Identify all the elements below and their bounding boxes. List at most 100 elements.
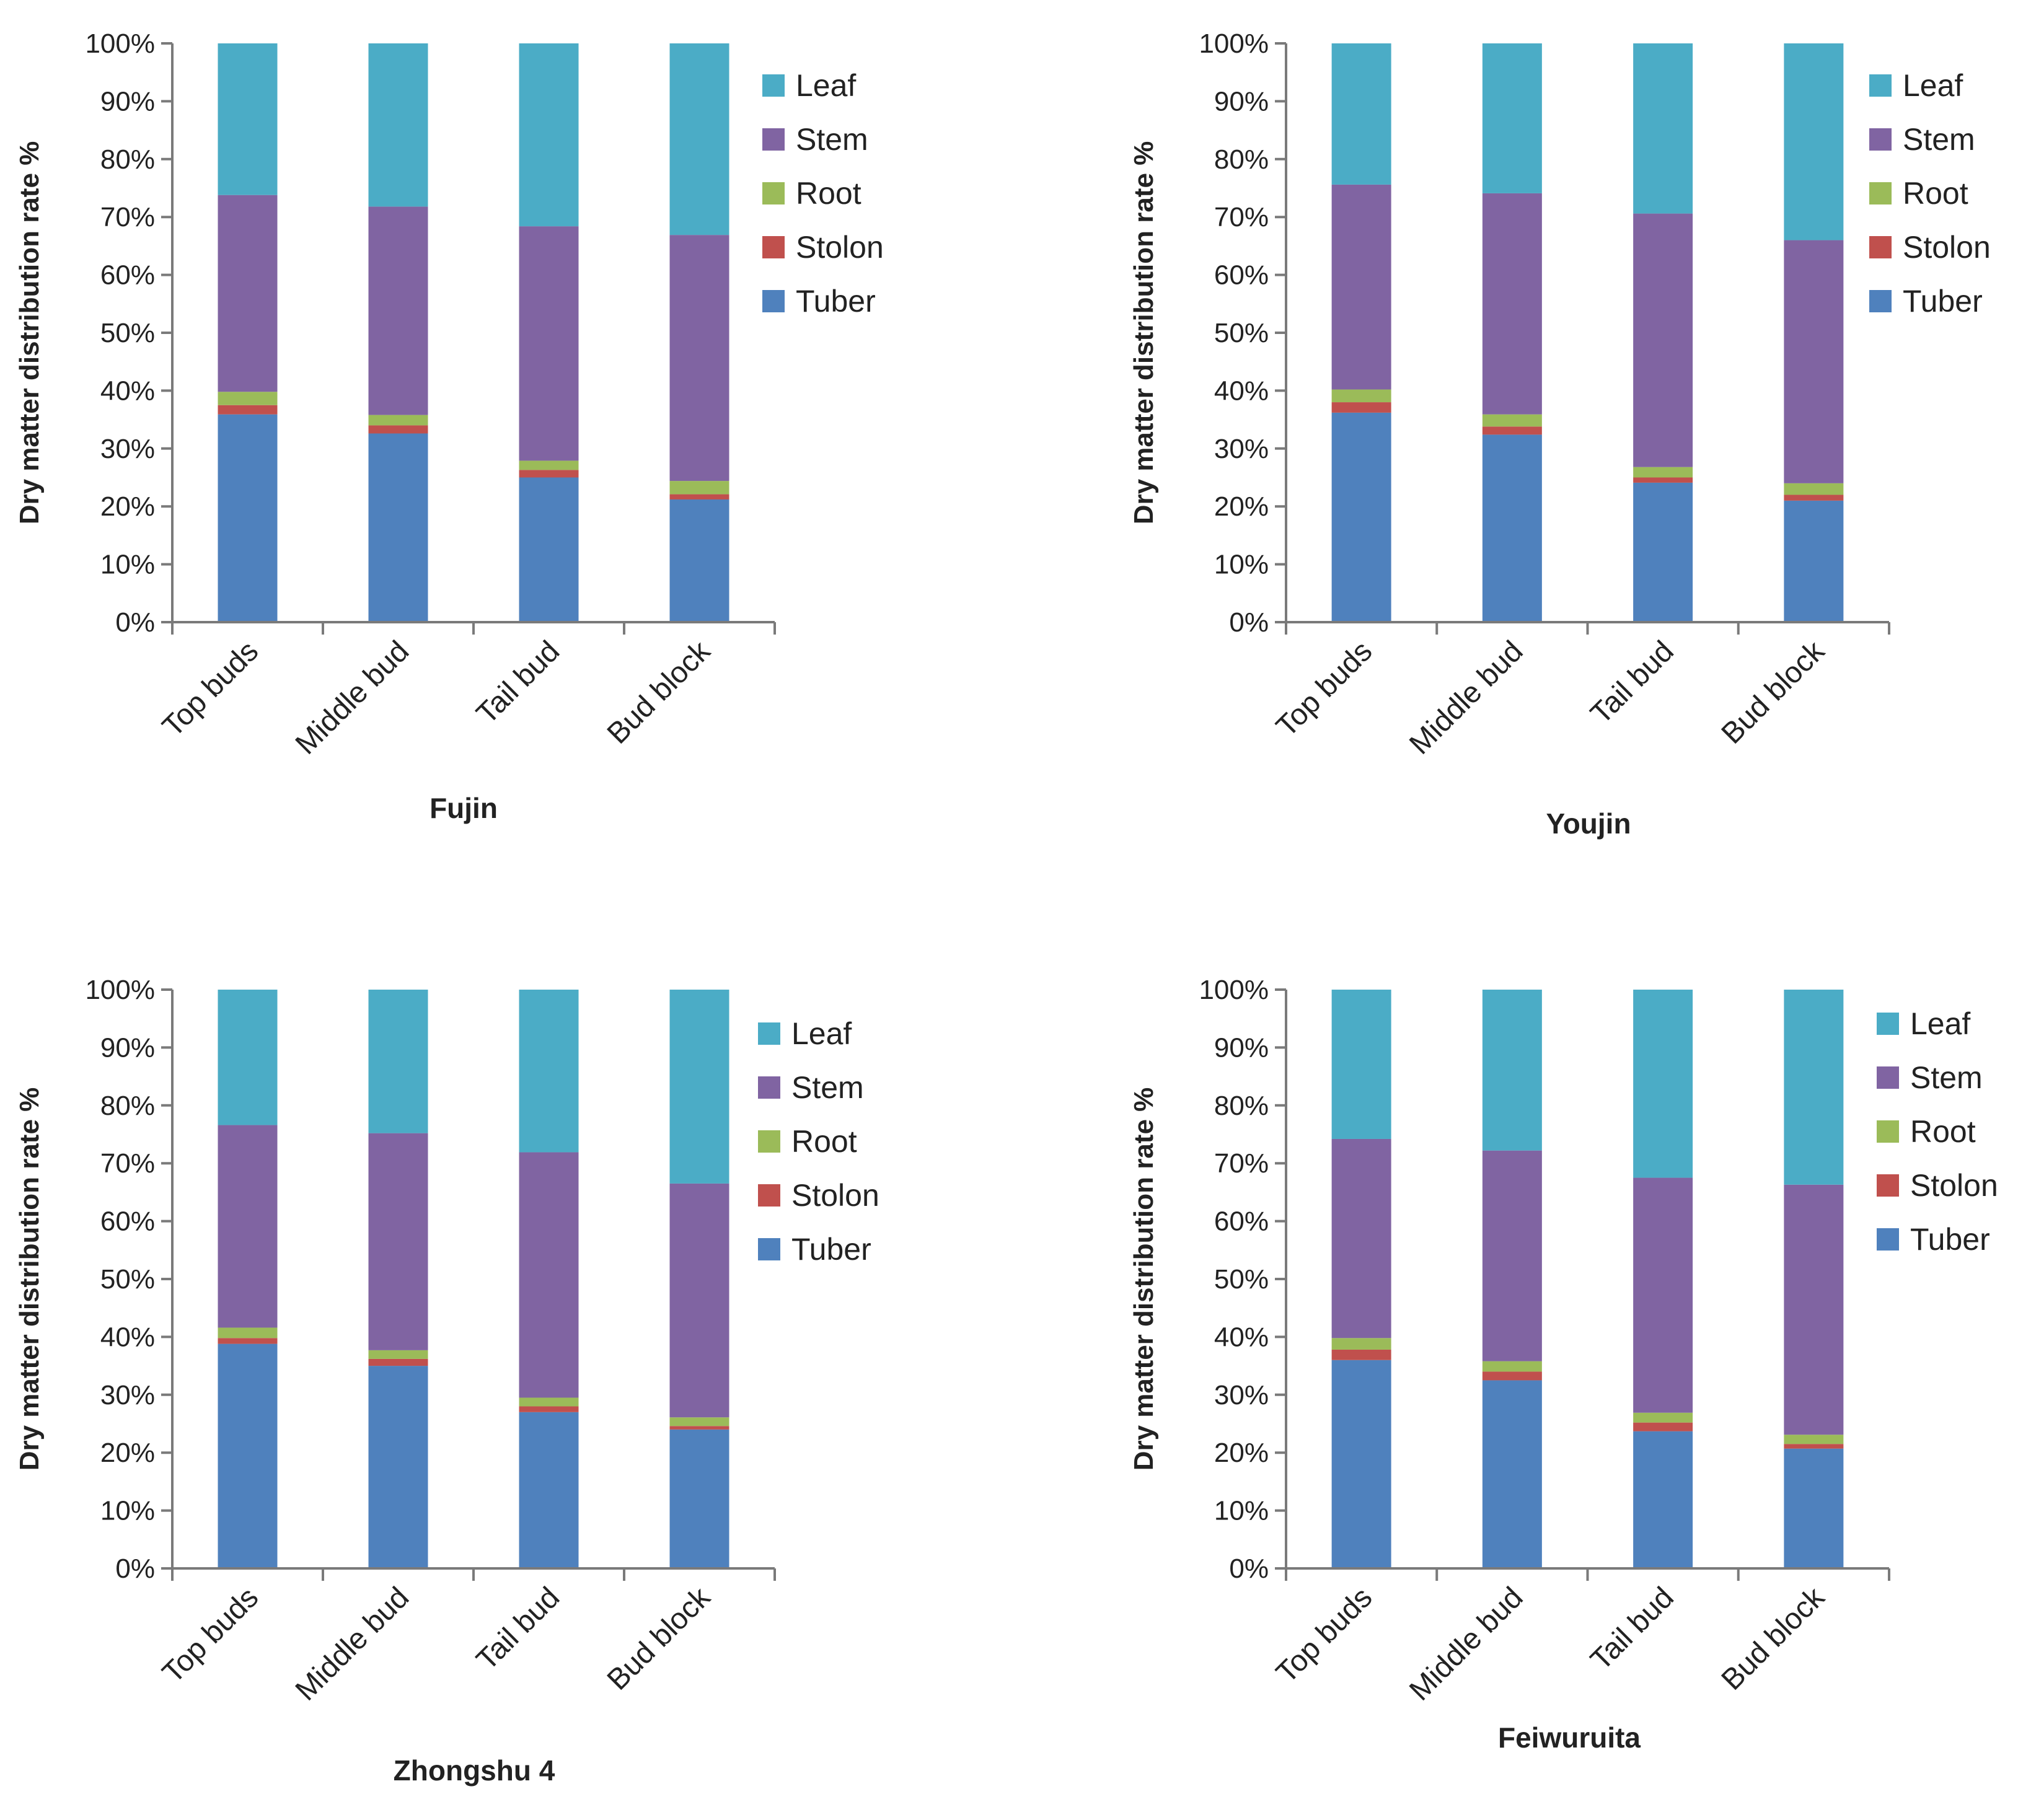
legend-swatch-tuber <box>1869 290 1892 312</box>
bar-tuber-tail-bud <box>519 477 579 622</box>
bar-stem-bud-block <box>1784 1184 1844 1435</box>
bar-stem-tail-bud <box>1633 213 1693 467</box>
x-category-label: Tail bud <box>470 635 566 730</box>
y-tick-label: 90% <box>100 86 155 116</box>
bar-stem-middle-bud <box>368 1133 428 1350</box>
legend-swatch-stem <box>1877 1066 1899 1089</box>
legend-label-root: Root <box>796 176 861 211</box>
legend-label-leaf: Leaf <box>1910 1006 1970 1041</box>
bar-tuber-tail-bud <box>1633 1431 1693 1568</box>
bar-stolon-middle-bud <box>368 1358 428 1366</box>
legend-swatch-leaf <box>1869 74 1892 97</box>
bar-tuber-top-buds <box>218 414 278 622</box>
y-axis-title: Dry matter distribution rate % <box>14 141 45 525</box>
legend-swatch-stem <box>758 1076 780 1099</box>
bar-stolon-bud-block <box>669 494 729 499</box>
bar-root-middle-bud <box>1482 1361 1542 1372</box>
bar-leaf-bud-block <box>1784 43 1844 240</box>
bar-stem-top-buds <box>218 1125 278 1328</box>
legend-swatch-stolon <box>758 1184 780 1207</box>
bar-stem-middle-bud <box>1482 1150 1542 1361</box>
y-tick-label: 0% <box>1229 1554 1269 1584</box>
y-tick-label: 0% <box>115 607 155 638</box>
bar-leaf-top-buds <box>218 43 278 195</box>
bar-stolon-bud-block <box>669 1426 729 1430</box>
x-category-label: Top buds <box>1270 635 1378 743</box>
y-tick-label: 100% <box>1199 975 1269 1005</box>
y-axis-title: Dry matter distribution rate % <box>14 1088 45 1471</box>
y-tick-label: 30% <box>100 434 155 464</box>
y-axis-title: Dry matter distribution rate % <box>1129 141 1159 525</box>
bar-tuber-middle-bud <box>368 433 428 622</box>
legend-label-stolon: Stolon <box>1910 1168 1998 1203</box>
chart-panel-zhongshu-4: 0% 10% 20% 30% 40% 50% 60% 70% 80% 90% 100% Top bud… <box>14 975 879 1787</box>
bar-root-tail-bud <box>1633 467 1693 478</box>
legend-swatch-root <box>1877 1120 1899 1143</box>
y-tick-label: 60% <box>1214 260 1269 291</box>
y-tick-label: 70% <box>100 202 155 232</box>
legend-label-tuber: Tuber <box>796 284 876 319</box>
legend-swatch-stolon <box>762 236 785 258</box>
y-tick-label: 10% <box>100 1496 155 1526</box>
x-category-label: Top buds <box>156 635 265 743</box>
y-tick-label: 80% <box>1214 1091 1269 1121</box>
legend: Leaf Stem Root Stolon Tuber <box>758 1016 879 1267</box>
x-category-label: Tail bud <box>1584 1581 1680 1676</box>
legend-label-stem: Stem <box>791 1070 864 1105</box>
bar-stolon-top-buds <box>218 405 278 415</box>
x-category-label: Middle bud <box>289 1581 416 1707</box>
legend-label-root: Root <box>1910 1114 1976 1149</box>
legend-swatch-stolon <box>1877 1174 1899 1197</box>
bar-stem-bud-block <box>1784 240 1844 483</box>
y-tick-label: 20% <box>100 491 155 522</box>
bar-root-bud-block <box>1784 483 1844 495</box>
bar-stolon-top-buds <box>1331 402 1391 413</box>
y-tick-label: 30% <box>1214 1380 1269 1410</box>
y-tick-label: 50% <box>1214 1264 1269 1295</box>
x-category-label: Tail bud <box>1584 635 1680 730</box>
y-tick-label: 70% <box>100 1148 155 1179</box>
legend-swatch-tuber <box>762 290 785 312</box>
legend-swatch-tuber <box>758 1238 780 1260</box>
legend-label-leaf: Leaf <box>796 68 856 103</box>
y-tick-label: 30% <box>1214 434 1269 464</box>
y-tick-label: 60% <box>100 260 155 291</box>
y-axis-title: Dry matter distribution rate % <box>1129 1088 1159 1471</box>
legend-swatch-leaf <box>762 74 785 97</box>
chart-title: Fujin <box>430 792 498 824</box>
bar-leaf-tail-bud <box>519 43 579 227</box>
legend-label-tuber: Tuber <box>1903 284 1983 319</box>
bar-leaf-bud-block <box>669 990 729 1184</box>
y-tick-label: 40% <box>1214 376 1269 406</box>
bar-leaf-tail-bud <box>1633 990 1693 1178</box>
x-category-label: Middle bud <box>289 635 416 761</box>
legend: Leaf Stem Root Stolon Tuber <box>762 68 884 319</box>
legend-label-stolon: Stolon <box>1903 230 1991 265</box>
legend-swatch-stem <box>1869 128 1892 151</box>
bar-stem-top-buds <box>218 195 278 392</box>
bar-stolon-tail-bud <box>519 1406 579 1412</box>
legend-swatch-stolon <box>1869 236 1892 258</box>
bar-tuber-top-buds <box>1331 1360 1391 1568</box>
bar-tuber-top-buds <box>218 1343 278 1568</box>
y-tick-label: 40% <box>100 376 155 406</box>
bar-stolon-middle-bud <box>368 425 428 434</box>
y-tick-label: 30% <box>100 1380 155 1410</box>
y-tick-label: 10% <box>1214 550 1269 580</box>
bar-tuber-bud-block <box>669 499 729 622</box>
bar-root-middle-bud <box>368 1350 428 1359</box>
y-tick-label: 20% <box>100 1438 155 1468</box>
legend-label-root: Root <box>1903 176 1968 211</box>
bar-tuber-middle-bud <box>368 1366 428 1568</box>
bar-root-bud-block <box>669 1417 729 1427</box>
bar-root-tail-bud <box>519 1397 579 1407</box>
bar-leaf-middle-bud <box>1482 990 1542 1151</box>
bar-leaf-top-buds <box>218 990 278 1125</box>
x-category-label: Top buds <box>156 1581 265 1689</box>
bar-stolon-bud-block <box>1784 1444 1844 1449</box>
bar-leaf-tail-bud <box>519 990 579 1153</box>
y-tick-label: 0% <box>1229 607 1269 638</box>
y-tick-label: 80% <box>100 144 155 175</box>
y-tick-label: 100% <box>1199 29 1269 59</box>
